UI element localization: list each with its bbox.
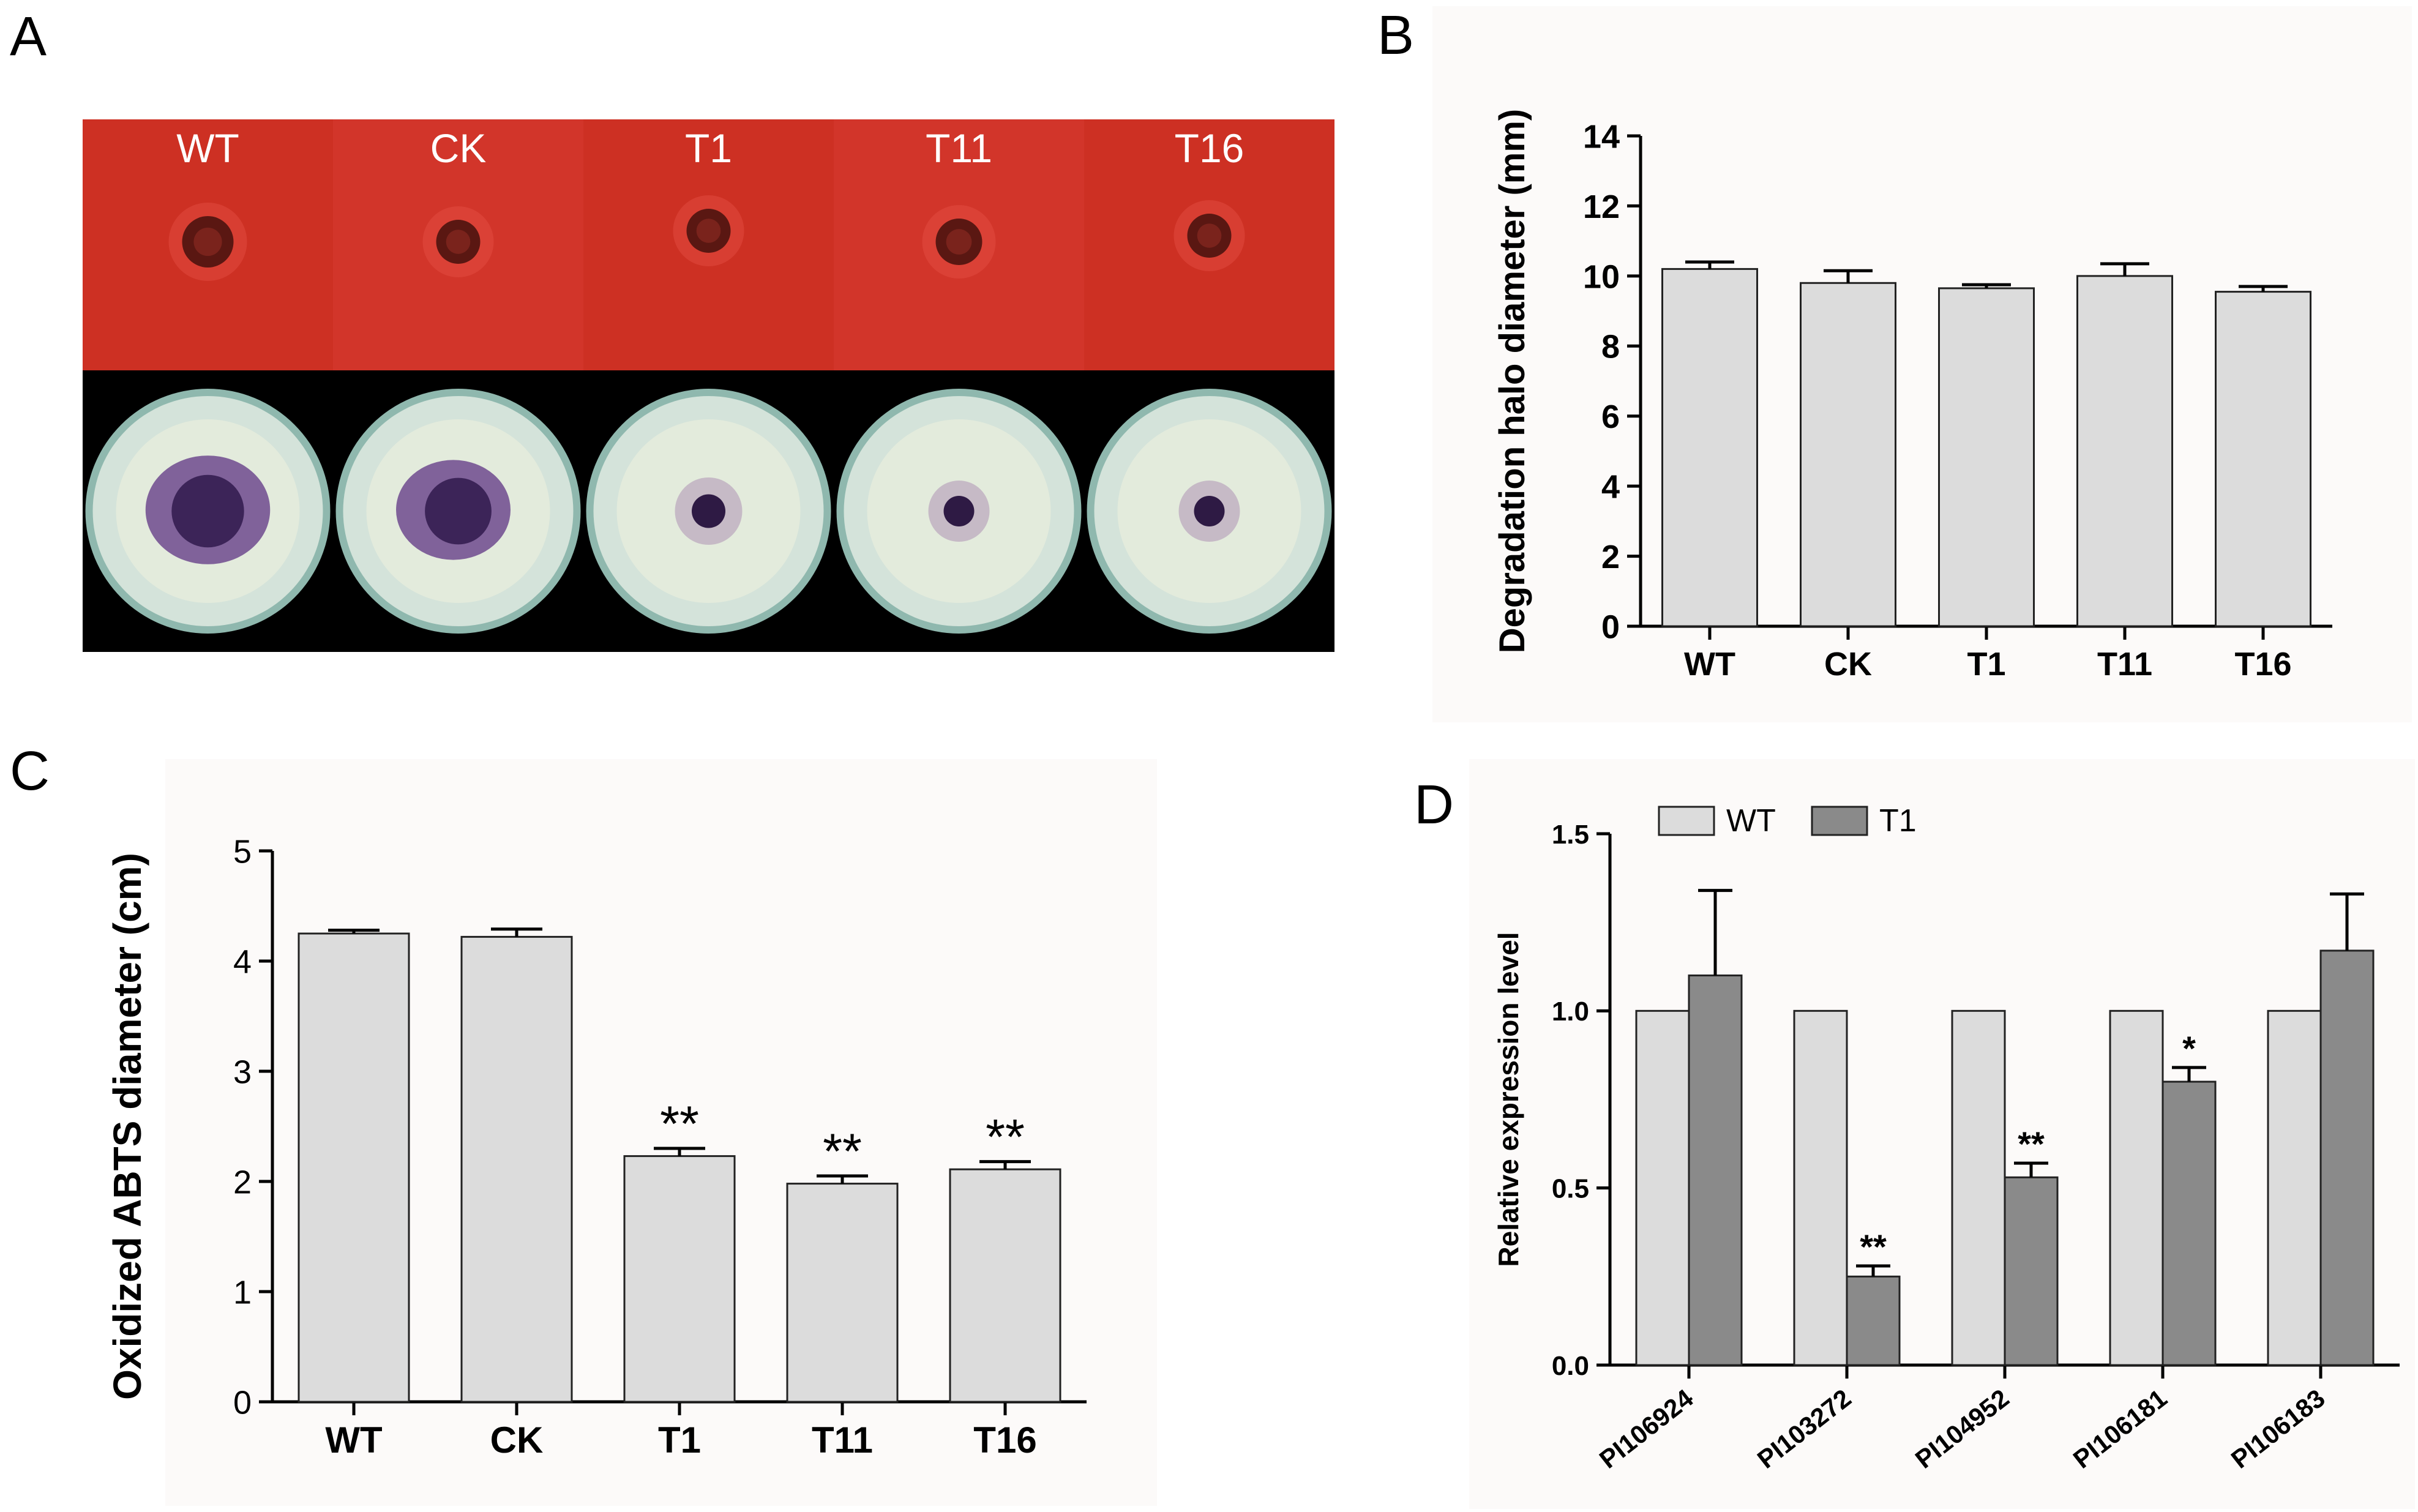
y-tick-label: 2 — [233, 1164, 252, 1200]
legend-label-T1: T1 — [1879, 803, 1917, 839]
y-tick-label: 0.0 — [1552, 1351, 1589, 1381]
y-tick-label: 4 — [233, 943, 252, 980]
panel-d-background — [1469, 759, 2415, 1509]
significance-label: ** — [986, 1110, 1025, 1166]
x-tick-label: WT — [325, 1420, 382, 1461]
bar-T1-PI103272 — [1846, 1275, 1901, 1366]
bar-T1-PI104952 — [2004, 1176, 2059, 1366]
y-tick-label: 5 — [233, 833, 252, 870]
x-tick-label: CK — [490, 1420, 544, 1461]
bar-value-T1 — [623, 1155, 736, 1403]
strain-label-1: CK — [430, 125, 487, 171]
panel-b-letter: B — [1377, 5, 1414, 66]
bar-WT-PI103272 — [1793, 1009, 1848, 1366]
colony-center-1 — [446, 230, 471, 254]
y-tick-label: 4 — [1601, 469, 1620, 506]
bar-value-WT — [298, 932, 410, 1403]
panel-a-letter: A — [10, 6, 47, 67]
bar-T1-PI106181 — [2162, 1080, 2217, 1366]
legend-swatch-T1 — [1811, 806, 1868, 836]
significance-label: * — [2182, 1029, 2196, 1068]
y-tick-label: 1.5 — [1552, 820, 1589, 850]
panel-d-letter: D — [1414, 774, 1454, 836]
chart-c: 0 1 2 3 4 5 Oxidized ABTS diameter (cm) WT CK ** T… — [105, 833, 1087, 1461]
legend-label-WT: WT — [1726, 803, 1776, 839]
significance-label: ** — [823, 1124, 862, 1180]
stain-inner-0 — [171, 474, 244, 548]
x-tick-label: T16 — [973, 1420, 1036, 1461]
x-tick-label: CK — [1824, 646, 1872, 683]
y-tick-label: 0 — [1601, 608, 1620, 645]
strain-label-3: T11 — [926, 125, 992, 171]
colony-center-3 — [946, 229, 972, 255]
stain-inner-4 — [1194, 496, 1225, 526]
y-tick-label: 2 — [1601, 539, 1620, 575]
stain-inner-2 — [692, 494, 725, 528]
y-tick-label: 0 — [233, 1384, 252, 1421]
y-tick-label: 6 — [1601, 399, 1620, 435]
y-tick-label: 1.0 — [1552, 997, 1589, 1027]
x-tick-label: T1 — [1967, 646, 2005, 683]
y-axis-label: Degradation halo diameter (mm) — [1492, 109, 1532, 653]
y-tick-label: 1 — [233, 1274, 252, 1311]
bar-WT-PI106924 — [1635, 1009, 1690, 1366]
bar-T1-PI106924 — [1688, 974, 1743, 1366]
stain-inner-3 — [943, 496, 975, 526]
bar-T1-PI106183 — [2319, 949, 2375, 1366]
panel-a-photo: WT CK T1 T11 T16 — [83, 119, 1334, 652]
bar-WT-PI106181 — [2109, 1009, 2164, 1366]
chart-b: 0 2 4 6 8 10 12 14 Degradation halo diameter (mm… — [1492, 109, 2332, 683]
y-tick-label: 10 — [1583, 258, 1620, 295]
significance-label: ** — [1860, 1227, 1887, 1266]
y-tick-label: 3 — [233, 1054, 252, 1090]
strain-label-0: WT — [176, 125, 239, 171]
y-tick-label: 14 — [1583, 118, 1620, 155]
strain-label-4: T16 — [1175, 125, 1245, 171]
y-axis-label: Oxidized ABTS diameter (cm) — [105, 853, 149, 1400]
bar-value-T11 — [2076, 275, 2173, 627]
colony-center-0 — [193, 227, 222, 256]
significance-label: ** — [2018, 1125, 2045, 1163]
y-axis-label: Relative expression level — [1492, 932, 1524, 1267]
colony-center-4 — [1197, 223, 1222, 248]
legend-swatch-WT — [1658, 806, 1715, 836]
x-tick-label: T16 — [2234, 646, 2291, 683]
x-tick-label: T1 — [658, 1420, 701, 1461]
colony-center-2 — [696, 219, 721, 243]
y-tick-label: 0.5 — [1552, 1174, 1589, 1204]
bar-value-T16 — [2215, 291, 2311, 627]
bar-value-T1 — [1938, 287, 2035, 627]
bar-value-CK — [1800, 282, 1896, 627]
y-tick-label: 8 — [1601, 329, 1620, 365]
y-tick-label: 12 — [1583, 189, 1620, 225]
strain-label-2: T1 — [685, 125, 732, 171]
stain-inner-1 — [425, 477, 492, 545]
x-tick-label: WT — [1684, 646, 1735, 683]
significance-label: ** — [660, 1096, 699, 1152]
bar-value-WT — [1661, 268, 1758, 627]
bar-WT-PI104952 — [1951, 1009, 2006, 1366]
bar-value-T11 — [786, 1183, 899, 1403]
bar-value-CK — [460, 935, 573, 1403]
bar-WT-PI106183 — [2267, 1009, 2322, 1366]
panel-c-letter: C — [10, 741, 50, 802]
x-tick-label: T11 — [2097, 646, 2152, 683]
x-tick-label: T11 — [812, 1420, 873, 1461]
bar-value-T16 — [949, 1168, 1061, 1403]
